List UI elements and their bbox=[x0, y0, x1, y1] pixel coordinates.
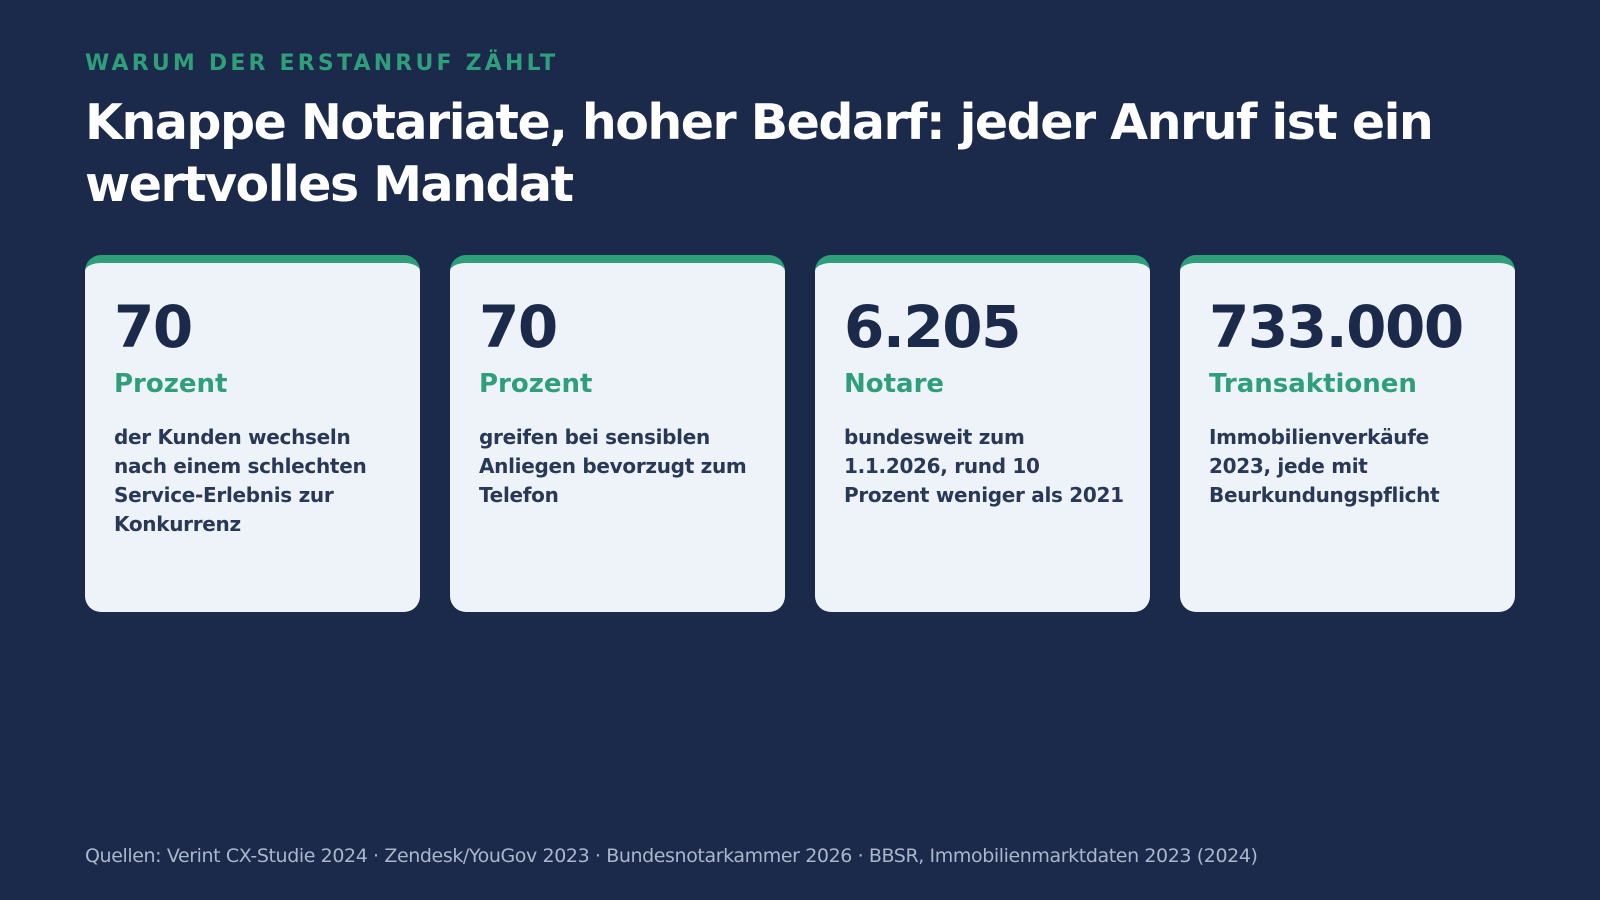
stat-cards: 70 Prozent der Kunden wechseln nach eine… bbox=[85, 255, 1515, 612]
stat-description: Immobilienverkäufe 2023, jede mit Beurku… bbox=[1209, 425, 1440, 507]
stat-unit: Notare bbox=[844, 369, 945, 399]
stat-value: 6.205 bbox=[844, 293, 1021, 361]
stat-card-notary-count: 6.205 Notare bundesweit zum 1.1.2026, ru… bbox=[815, 255, 1150, 612]
sources-footnote: Quellen: Verint CX-Studie 2024 · Zendesk… bbox=[85, 845, 1258, 867]
stat-description: der Kunden wechseln nach einem schlechte… bbox=[114, 425, 367, 536]
stat-value: 70 bbox=[479, 293, 558, 361]
stat-unit: Prozent bbox=[479, 369, 593, 399]
stat-description: bundesweit zum 1.1.2026, rund 10 Prozent… bbox=[844, 425, 1124, 507]
section-eyebrow: WARUM DER ERSTANRUF ZÄHLT bbox=[85, 51, 559, 76]
stat-card-phone-preference: 70 Prozent greifen bei sensiblen Anliege… bbox=[450, 255, 785, 612]
stat-unit: Transaktionen bbox=[1209, 369, 1417, 399]
stat-value: 733.000 bbox=[1209, 293, 1464, 361]
stat-unit: Prozent bbox=[114, 369, 228, 399]
stat-description: greifen bei sensiblen Anliegen bevorzugt… bbox=[479, 425, 747, 507]
stat-value: 70 bbox=[114, 293, 193, 361]
stat-card-customer-churn: 70 Prozent der Kunden wechseln nach eine… bbox=[85, 255, 420, 612]
slide-title: Knappe Notariate, hoher Bedarf: jeder An… bbox=[85, 94, 1434, 213]
stat-card-transactions: 733.000 Transaktionen Immobilienverkäufe… bbox=[1180, 255, 1515, 612]
